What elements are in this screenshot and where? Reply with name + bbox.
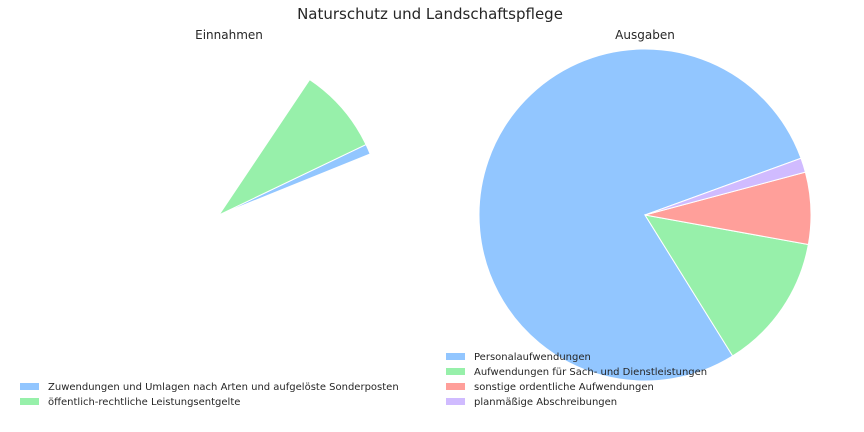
legend-swatch-ausgaben-3 (446, 398, 465, 405)
legend-swatch-ausgaben-2 (446, 383, 465, 390)
chart-title-ausgaben: Ausgaben (615, 28, 675, 42)
legend-label-ausgaben-1: Aufwendungen für Sach- und Dienstleistun… (474, 367, 707, 378)
pie-chart-ausgaben: Ausgaben Personalaufwendungen Aufwendunge… (446, 28, 812, 408)
slices-ausgaben (478, 48, 812, 382)
pie-slice-ausgaben-1 (643, 214, 809, 357)
slices-einnahmen (217, 78, 371, 217)
legend-label-ausgaben-0: Personalaufwendungen (474, 352, 591, 363)
pie-slice-ausgaben-3 (644, 157, 806, 216)
legend-swatch-einnahmen-1 (20, 398, 39, 405)
pie-chart-einnahmen: Einnahmen Zuwendungen und Umlagen nach A… (20, 28, 399, 408)
legend-label-einnahmen-1: öffentlich-rechtliche Leistungsentgelte (48, 397, 240, 408)
legend-label-einnahmen-0: Zuwendungen und Umlagen nach Arten und a… (48, 382, 399, 393)
pie-slice-ausgaben-0 (478, 48, 802, 382)
legend-einnahmen: Zuwendungen und Umlagen nach Arten und a… (20, 382, 399, 408)
legend-swatch-ausgaben-0 (446, 353, 465, 360)
figure-title: Naturschutz und Landschaftspflege (297, 5, 563, 23)
pie-slice-einnahmen-1 (217, 78, 367, 217)
legend-swatch-einnahmen-0 (20, 383, 39, 390)
legend-label-ausgaben-3: planmäßige Abschreibungen (474, 397, 617, 408)
legend-swatch-ausgaben-1 (446, 368, 465, 375)
legend-ausgaben: Personalaufwendungen Aufwendungen für Sac… (446, 352, 707, 408)
chart-title-einnahmen: Einnahmen (195, 28, 263, 42)
legend-label-ausgaben-2: sonstige ordentliche Aufwendungen (474, 382, 654, 393)
